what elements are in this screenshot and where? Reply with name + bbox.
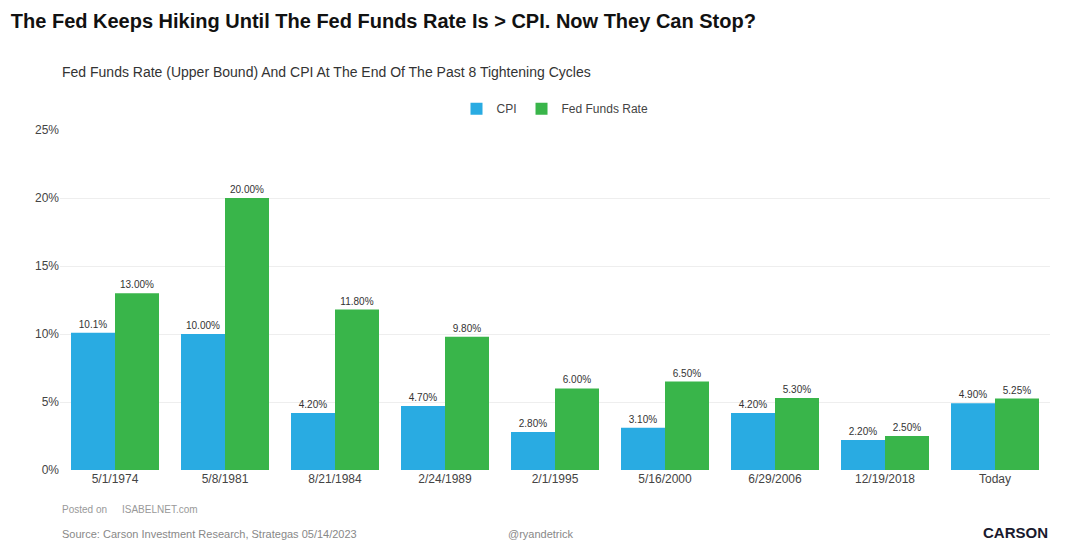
svg-text:20.00%: 20.00% xyxy=(230,184,264,195)
svg-text:5%: 5% xyxy=(42,395,60,409)
svg-text:10%: 10% xyxy=(35,327,59,341)
svg-text:5/16/2000: 5/16/2000 xyxy=(638,472,692,486)
svg-text:9.80%: 9.80% xyxy=(453,323,481,334)
svg-text:2/1/1995: 2/1/1995 xyxy=(532,472,579,486)
svg-text:The Fed Keeps Hiking Until The: The Fed Keeps Hiking Until The Fed Funds… xyxy=(11,10,756,32)
svg-text:Source: Carson Investment Rese: Source: Carson Investment Research, Stra… xyxy=(62,528,357,540)
svg-text:2.20%: 2.20% xyxy=(849,426,877,437)
svg-text:@ryandetrick: @ryandetrick xyxy=(508,528,573,540)
svg-text:5/8/1981: 5/8/1981 xyxy=(202,472,249,486)
svg-text:6/29/2006: 6/29/2006 xyxy=(748,472,802,486)
svg-text:CARSON: CARSON xyxy=(983,524,1048,541)
svg-text:12/19/2018: 12/19/2018 xyxy=(855,472,915,486)
svg-text:CPI: CPI xyxy=(497,102,517,116)
svg-text:4.20%: 4.20% xyxy=(299,399,327,410)
svg-text:4.20%: 4.20% xyxy=(739,399,767,410)
svg-text:ISABELNET.com: ISABELNET.com xyxy=(122,504,198,515)
svg-text:15%: 15% xyxy=(35,259,59,273)
svg-text:25%: 25% xyxy=(35,123,59,137)
svg-text:6.00%: 6.00% xyxy=(563,374,591,385)
svg-text:5.30%: 5.30% xyxy=(783,384,811,395)
svg-text:4.90%: 4.90% xyxy=(959,389,987,400)
svg-text:0%: 0% xyxy=(42,463,60,477)
svg-text:20%: 20% xyxy=(35,191,59,205)
svg-text:Posted on: Posted on xyxy=(62,504,107,515)
svg-text:5/1/1974: 5/1/1974 xyxy=(92,472,139,486)
svg-text:6.50%: 6.50% xyxy=(673,368,701,379)
svg-text:Fed Funds Rate: Fed Funds Rate xyxy=(562,102,648,116)
svg-text:5.25%: 5.25% xyxy=(1003,385,1031,396)
svg-text:2.50%: 2.50% xyxy=(893,422,921,433)
svg-text:3.10%: 3.10% xyxy=(629,414,657,425)
svg-text:Today: Today xyxy=(979,472,1011,486)
svg-text:10.1%: 10.1% xyxy=(79,319,107,330)
svg-text:4.70%: 4.70% xyxy=(409,392,437,403)
svg-text:2/24/1989: 2/24/1989 xyxy=(418,472,472,486)
svg-text:Fed Funds Rate (Upper Bound) A: Fed Funds Rate (Upper Bound) And CPI At … xyxy=(62,64,591,80)
svg-text:8/21/1984: 8/21/1984 xyxy=(308,472,362,486)
svg-text:11.80%: 11.80% xyxy=(340,296,373,307)
svg-text:10.00%: 10.00% xyxy=(186,320,220,331)
svg-text:2.80%: 2.80% xyxy=(519,418,547,429)
svg-text:13.00%: 13.00% xyxy=(120,279,154,290)
